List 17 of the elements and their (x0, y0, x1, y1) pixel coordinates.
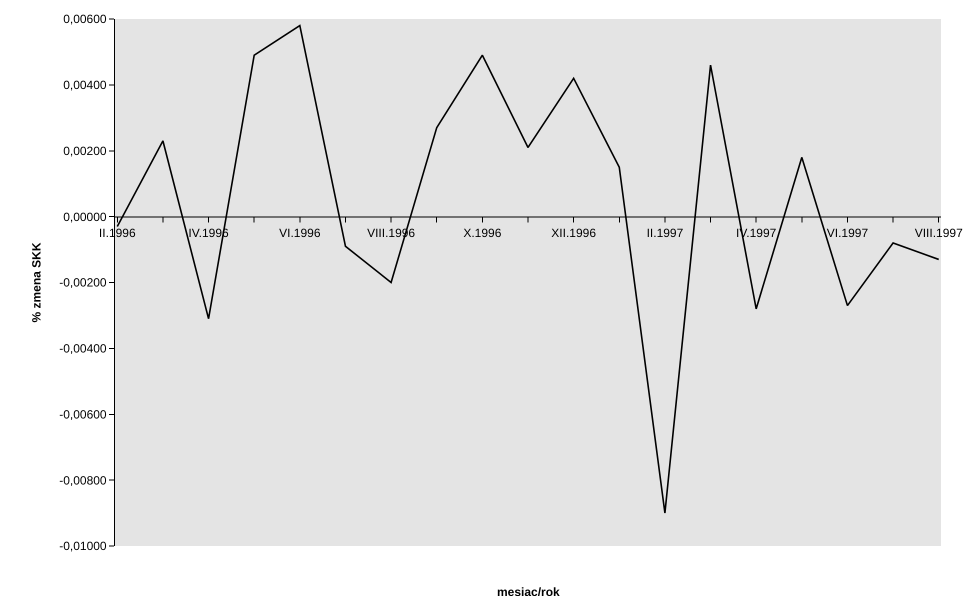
y-tick-label: 0,00000 (63, 210, 107, 224)
x-tick-label: X.1996 (463, 226, 502, 240)
y-tick-label: 0,00600 (63, 12, 107, 26)
x-tick-label: VI.1996 (279, 226, 321, 240)
y-tick-label: -0,00600 (59, 407, 107, 422)
y-axis-title: % zmena SKK (30, 242, 44, 323)
y-tick-label: -0,00800 (59, 473, 107, 488)
x-tick-label: XII.1996 (551, 226, 596, 240)
y-tick-label: 0,00400 (63, 78, 107, 92)
y-tick-label: -0,00400 (59, 342, 107, 356)
x-tick-label: VIII.1997 (914, 226, 964, 240)
x-tick-label: II.1997 (646, 226, 684, 240)
x-axis-title: mesiac/rok (497, 585, 560, 596)
y-tick-label: -0,01000 (59, 539, 107, 554)
y-tick-label: 0,00200 (63, 144, 107, 158)
y-tick-label: -0,00200 (59, 276, 107, 290)
x-tick-label: VI.1997 (826, 226, 868, 240)
